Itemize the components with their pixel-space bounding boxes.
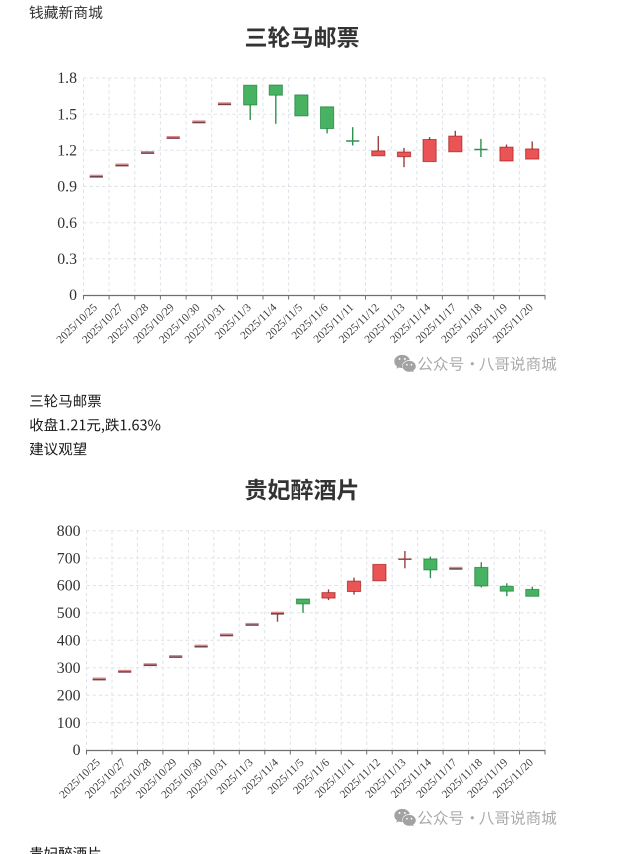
svg-text:700: 700 [57,550,81,567]
svg-text:0.9: 0.9 [57,179,77,196]
svg-text:800: 800 [57,523,81,540]
svg-text:0: 0 [69,287,77,304]
svg-text:200: 200 [57,687,81,704]
svg-text:600: 600 [57,578,81,595]
svg-text:300: 300 [57,660,81,677]
svg-text:1.5: 1.5 [57,106,77,123]
svg-text:500: 500 [57,605,81,622]
svg-text:1.2: 1.2 [57,143,77,160]
svg-text:0.6: 0.6 [57,215,77,232]
svg-text:400: 400 [57,633,81,650]
svg-text:100: 100 [57,715,81,732]
svg-text:0: 0 [73,742,81,759]
svg-text:0.3: 0.3 [57,251,77,268]
svg-text:1.8: 1.8 [57,70,77,87]
